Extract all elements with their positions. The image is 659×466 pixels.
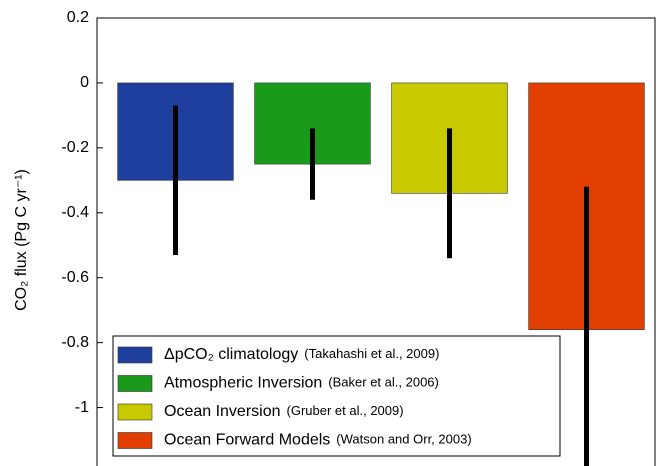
legend-swatch — [117, 432, 153, 449]
legend-entry: ΔpCO₂ climatology (Takahashi et al., 2009… — [164, 346, 439, 363]
legend-name: ΔpCO₂ climatology — [164, 346, 298, 363]
y-tick-label: -0.2 — [61, 139, 89, 156]
y-tick-label: -0.8 — [61, 334, 89, 351]
legend-entry: Ocean Inversion (Gruber et al., 2009) — [164, 403, 404, 420]
legend-entry: Atmospheric Inversion (Baker et al., 2006… — [164, 375, 439, 392]
legend-swatch — [117, 346, 153, 364]
legend-name: Ocean Inversion — [164, 403, 281, 420]
y-tick-label: 0 — [80, 74, 89, 91]
legend-source: (Baker et al., 2006) — [328, 375, 439, 390]
legend-source: (Gruber et al., 2009) — [287, 403, 404, 418]
legend-name: Ocean Forward Models — [164, 432, 330, 449]
legend-name: Atmospheric Inversion — [164, 375, 322, 392]
y-tick-label: -1 — [75, 399, 89, 416]
y-tick-label: 0.2 — [67, 9, 89, 26]
legend-source: (Takahashi et al., 2009) — [304, 346, 439, 361]
y-tick-label: -0.4 — [61, 204, 89, 221]
y-tick-label: -0.6 — [61, 269, 89, 286]
legend-entry: Ocean Forward Models (Watson and Orr, 200… — [164, 432, 472, 449]
legend-swatch — [117, 403, 153, 421]
legend-swatch — [117, 375, 153, 392]
legend-source: (Watson and Orr, 2003) — [336, 432, 471, 447]
legend-box — [112, 335, 561, 457]
legend: ΔpCO₂ climatology (Takahashi et al., 2009… — [112, 335, 561, 457]
axes-frame — [96, 17, 656, 466]
y-axis-label: CO₂ flux (Pg C yr⁻¹) — [13, 169, 30, 311]
plot-area — [117, 82, 645, 466]
